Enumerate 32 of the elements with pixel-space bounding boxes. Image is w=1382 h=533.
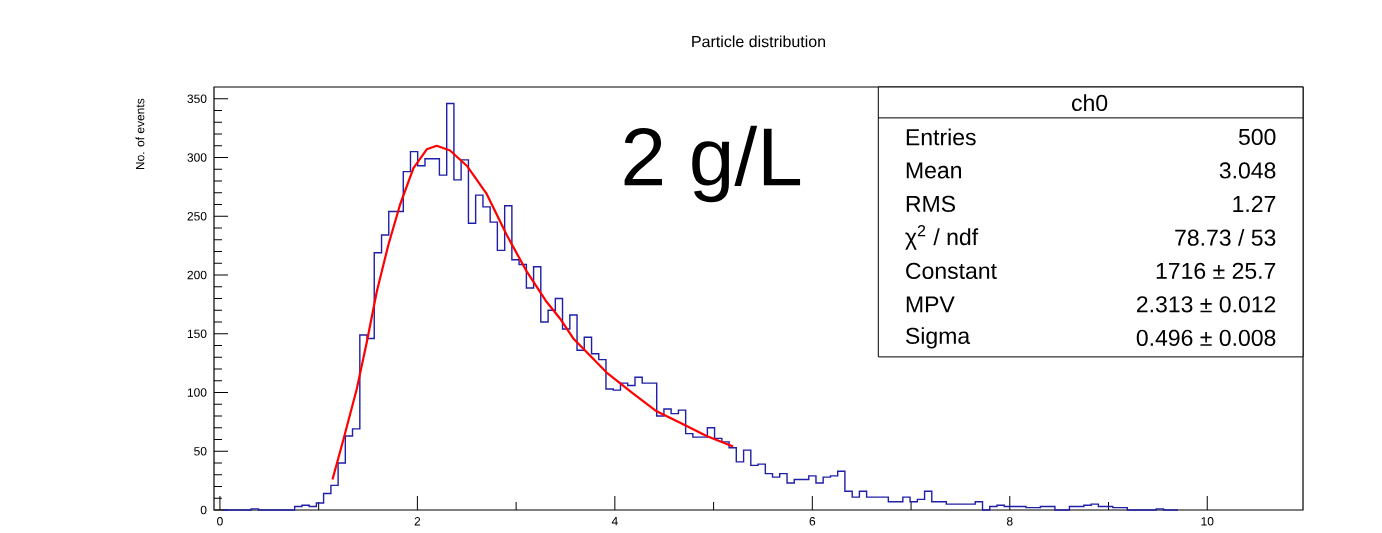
y-tick-label: 100 bbox=[187, 388, 207, 397]
annotation: Mean bbox=[906, 162, 961, 179]
y-tick-label: 150 bbox=[187, 329, 207, 339]
y-tick-label: 50 bbox=[194, 447, 207, 456]
x-tick-label: 10 bbox=[1201, 517, 1214, 526]
annotation: 2.313 ± 0.012 bbox=[1137, 296, 1276, 313]
annotation: Constant bbox=[906, 262, 997, 280]
annotation: Entries bbox=[906, 128, 976, 146]
annotation: MPV bbox=[906, 296, 955, 313]
x-tick-label: 2 bbox=[414, 517, 421, 526]
y-tick-label: 200 bbox=[187, 270, 207, 280]
x-tick-label: 0 bbox=[217, 517, 223, 526]
annotation: 2 g/L bbox=[624, 125, 801, 203]
x-tick-label: 8 bbox=[1006, 517, 1013, 526]
chart-title: Particle distribution bbox=[692, 35, 826, 48]
annotation: χ$^{2}$ / ndf bbox=[905, 225, 979, 250]
y-tick-label: 300 bbox=[187, 153, 207, 162]
y-tick-label: 350 bbox=[187, 94, 207, 104]
y-axis-title: No. of events bbox=[135, 98, 145, 170]
x-tick-label: 4 bbox=[611, 517, 618, 526]
annotation: RMS bbox=[906, 195, 955, 213]
annotation: 1.27 bbox=[1233, 195, 1276, 212]
y-tick-label: 0 bbox=[200, 505, 207, 515]
x-tick-label: 6 bbox=[809, 517, 816, 526]
annotation: 500 bbox=[1238, 128, 1276, 146]
annotation: 1716 ± 25.7 bbox=[1156, 262, 1276, 280]
annotation: Sigma bbox=[905, 327, 971, 349]
annotation: 78.73 / 53 bbox=[1175, 228, 1276, 246]
annotation: 3.048 bbox=[1219, 162, 1276, 179]
annotation: ch0 bbox=[1072, 94, 1108, 112]
y-tick-label: 250 bbox=[187, 212, 207, 221]
annotation: 0.496 ± 0.008 bbox=[1136, 329, 1276, 346]
